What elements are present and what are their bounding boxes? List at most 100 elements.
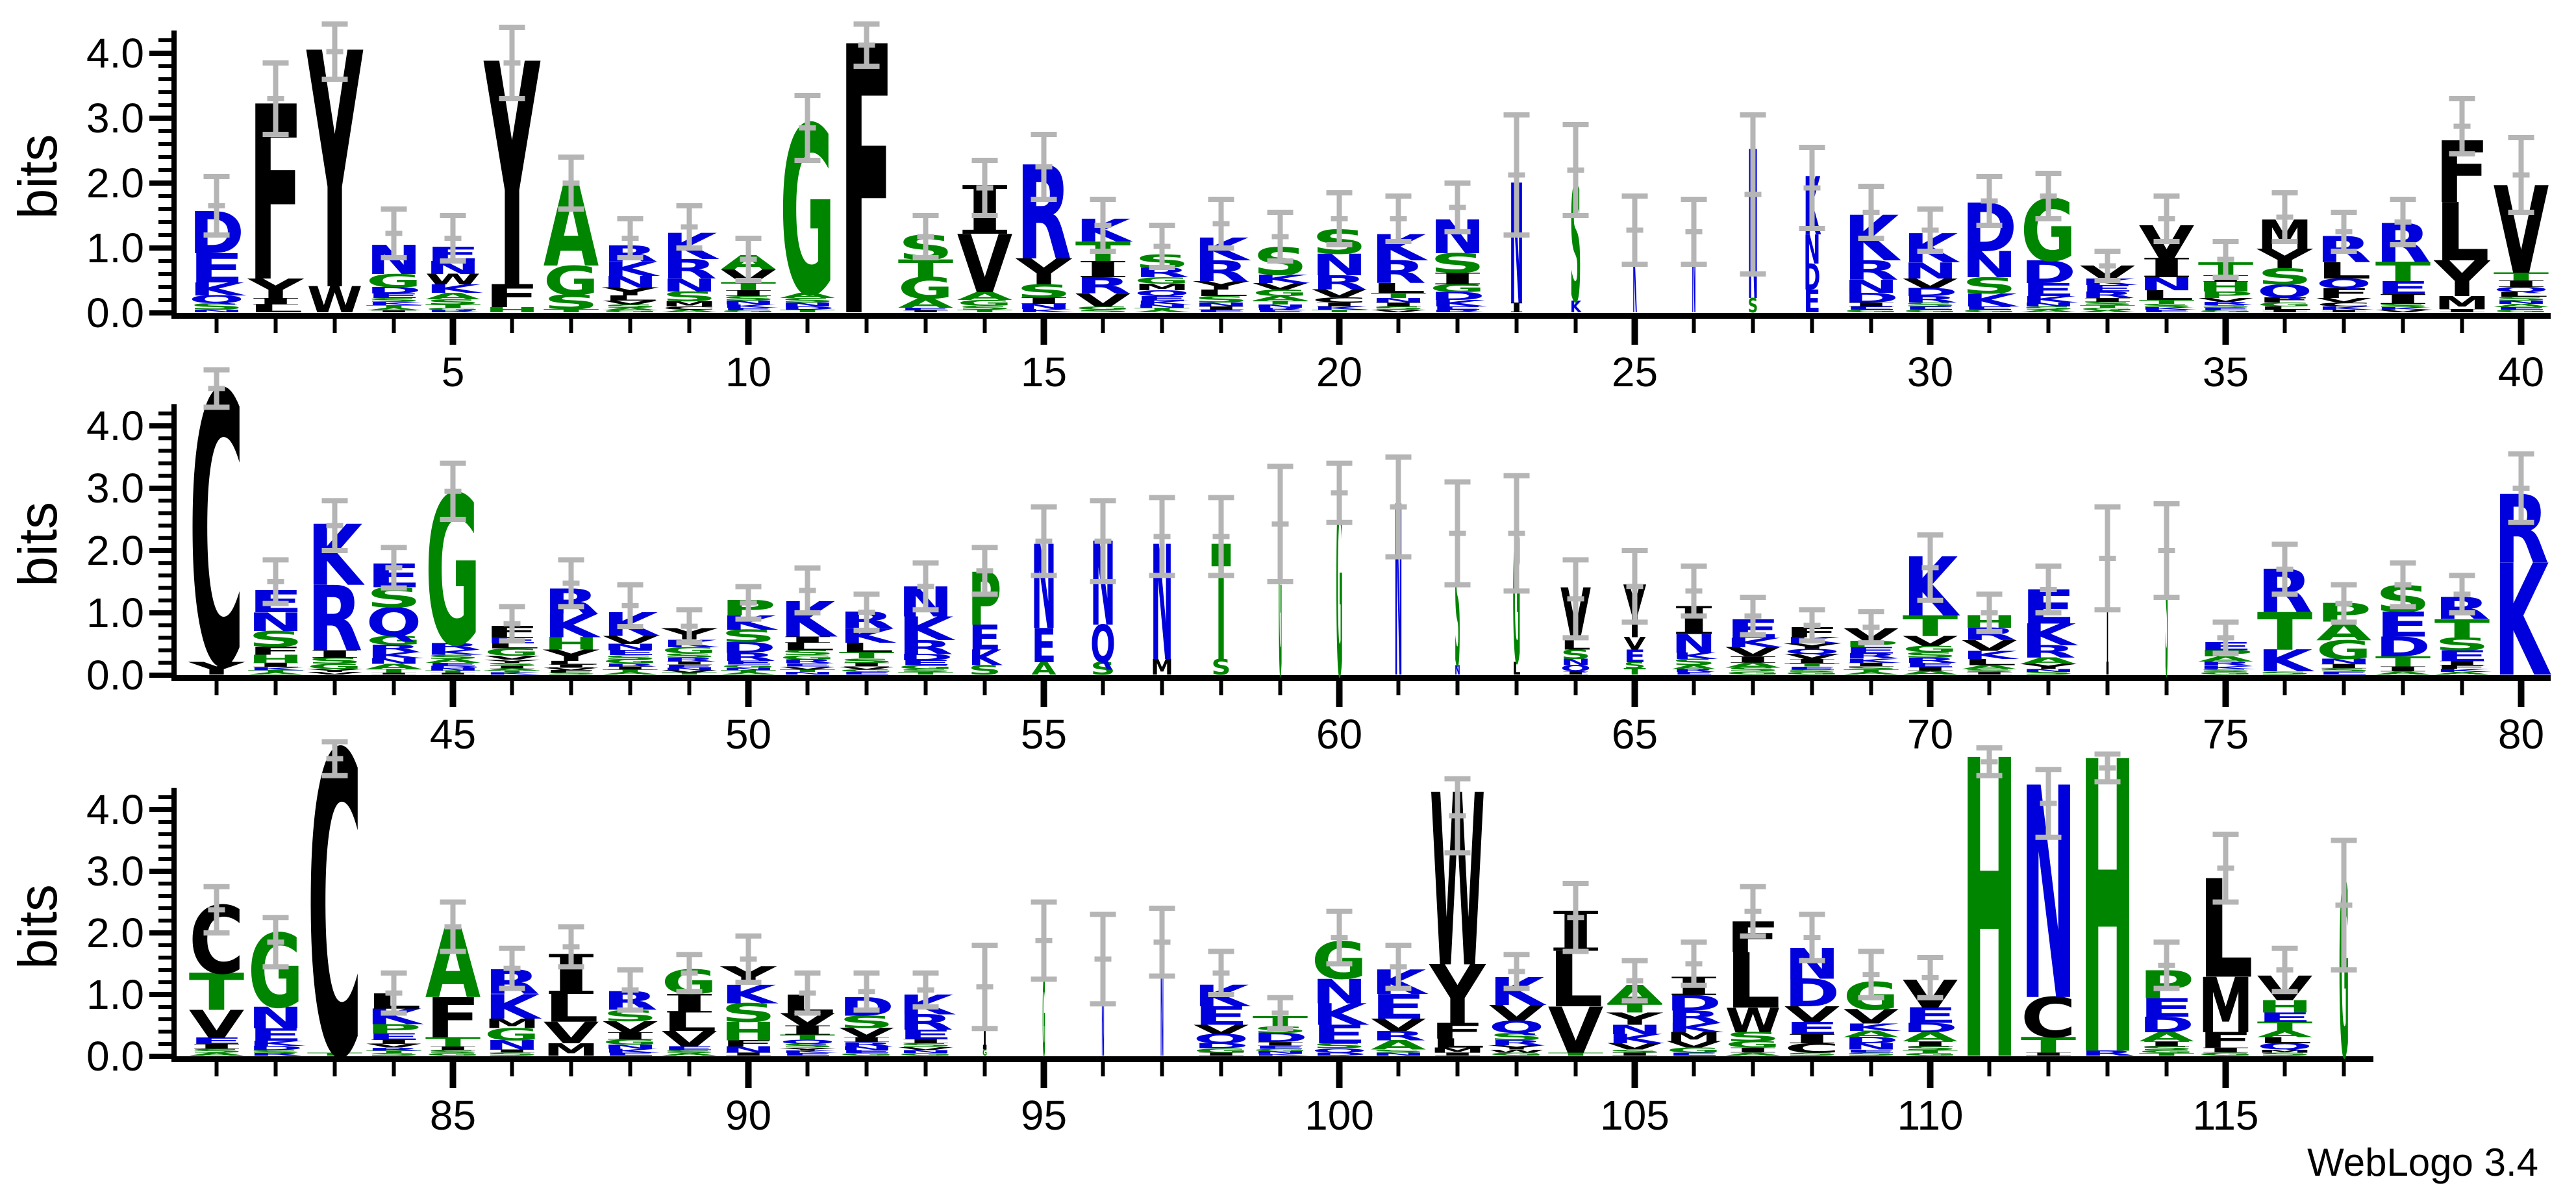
logo-letter-G-59: G [1279,469,1282,728]
logo-letter-G-16: G [1075,306,1131,311]
logo-letter-R-9: R [662,254,718,285]
logo-letter-I-69: I [1844,662,1899,667]
logo-letter-E-32: E [2021,280,2077,301]
logo-letter-T-21: T [1371,291,1427,300]
logo-letter-R-44: R [366,643,422,654]
logo-letter-L-46: L [484,642,540,650]
error-bar [2212,239,2239,280]
logo-letter-K-44: K [366,651,425,660]
logo-letter-S-51: S [780,649,836,656]
logo-letter-A-42: A [248,672,304,675]
logo-letter-S-47: S [544,672,599,675]
y-tick [158,511,171,515]
logo-letter-R-49: R [662,656,718,662]
logo-letter-D-78: D [2375,632,2431,663]
error-bar [381,970,407,1016]
x-tick [273,1062,278,1076]
logo-letter-I-85: I [425,1045,481,1051]
logo-letter-T-69: T [1844,669,1899,673]
x-tick [1514,319,1519,333]
x-tick [1219,1062,1223,1076]
logo-letter-A-70: A [1903,670,1958,676]
logo-letter-I-48: I [603,665,658,671]
logo-letter-E-30: E [1903,306,1958,311]
logo-letter-E-110: E [1903,1003,1958,1028]
logo-letter-T-81: T [189,963,245,1023]
logo-letter-E-66: E [1671,671,1716,675]
error-bar [1621,193,1648,267]
x-tick [2046,319,2051,333]
logo-letter-I-21: I [1371,301,1427,308]
logo-letter-T-44: T [366,668,422,674]
x-tick [923,681,928,695]
error-bar [2212,619,2239,656]
error-bar [2449,573,2475,615]
logo-letter-E-101: E [1371,987,1427,1027]
error-bar [499,945,525,991]
logo-letter-G-43: G [307,663,363,671]
x-tick [805,1062,810,1076]
error-bar [676,203,703,251]
logo-letter-S-50: S [721,626,777,647]
x-tick [2046,1062,2051,1076]
logo-letter-S-90: S [721,998,777,1028]
logo-letter-Q-56: Q [1090,615,1115,675]
logo-letter-K-72: K [2021,618,2079,652]
x-tick-label: 95 [1021,1092,1067,1139]
logo-letter-S-43: S [307,656,363,666]
error-bar [1503,112,1530,238]
logo-letter-I-108: I [1784,1032,1840,1047]
logo-letter-D-32: D [2021,254,2077,291]
logo-letter-A-19: A [1253,295,1308,302]
logo-letter-S-4: S [366,297,422,303]
error-bar [1858,948,1884,1000]
logo-letter-R-72: R [2021,642,2077,662]
logo-row-1: 0.01.02.03.04.0bits510152025303540NSQKED… [7,0,2551,400]
x-tick [2282,1062,2287,1076]
logo-letter-S-34: S [2139,303,2195,308]
logo-letter-D-98: D [1194,1042,1249,1050]
error-bar [2094,751,2121,785]
logo-letter-T-34: T [2139,299,2195,305]
logo-letter-G-52: G [839,669,895,673]
x-tick [1987,319,1992,333]
x-tick [1631,1062,1638,1088]
logo-letter-G-110: G [1903,1052,1958,1056]
error-bar [1740,884,1766,939]
logo-letter-G-14: G [957,299,1013,308]
logo-letter-S-92: S [839,1012,895,1032]
logo-letter-D-4: D [366,285,422,295]
logo-letter-G-77: G [2316,635,2372,665]
error-bar [381,545,407,591]
logo-letter-G-49: G [662,645,718,655]
logo-letter-K-42: K [248,666,306,671]
logo-letter-N-45: N [425,667,481,671]
y-tick [158,906,171,910]
logo-letter-T-65: T [1623,667,1645,676]
logo-letter-K-24: K [1570,297,1582,316]
logo-letter-V-43: V [307,671,363,675]
logo-letter-N-29: N [1844,277,1899,297]
logo-letter-E-109: E [1844,1048,1899,1054]
logo-letter-I-10: I [721,288,777,298]
logo-letter-E-34: E [2139,309,2195,313]
y-tick [158,90,171,94]
logo-letter-S-40: S [2494,295,2549,302]
y-tick [158,573,171,578]
logo-letter-R-84: R [366,1047,422,1052]
logo-letter-R-16: R [1075,273,1131,299]
logo-letter-S-22: S [1430,248,1486,279]
logo-letter-G-40: G [2494,309,2549,313]
x-tick-label: 70 [1907,711,1953,758]
logo-letter-S-77: S [2316,667,2372,673]
logo-letter-N-109: N [1844,1041,1899,1051]
y-tick [158,77,171,81]
y-tick [149,180,171,186]
logo-letter-A-101: A [1371,1037,1427,1052]
logo-letter-L-40: L [2494,291,2549,298]
error-bar [2449,96,2475,156]
logo-letter-A-71: A [1962,664,2018,670]
logo-letter-L-18: L [1194,288,1249,298]
logo-letter-S-108: S [1784,1052,1840,1057]
y-tick [158,648,171,652]
